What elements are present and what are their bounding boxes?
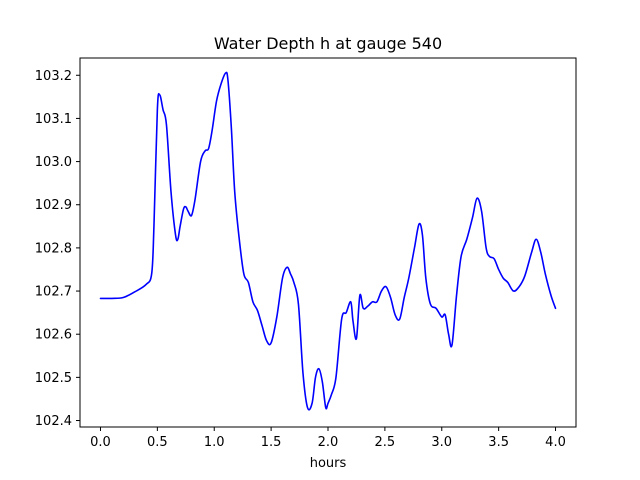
x-tick-label: 1.5 (261, 435, 282, 450)
x-axis-ticks: 0.0 0.5 1.0 1.5 2.0 2.5 3.0 3.5 4.0 (90, 427, 566, 450)
x-tick-label: 2.5 (375, 435, 396, 450)
water-depth-line (99, 71, 557, 411)
plot-frame (79, 57, 577, 428)
y-tick-label: 102.5 (35, 371, 72, 386)
y-tick-label: 102.9 (35, 198, 72, 213)
y-tick-label: 103.0 (35, 155, 72, 170)
x-tick-label: 0.5 (147, 435, 168, 450)
x-tick-label: 1.0 (204, 435, 225, 450)
y-tick-label: 102.4 (35, 414, 72, 429)
y-tick-label: 102.8 (35, 241, 72, 256)
x-tick-label: 4.0 (545, 435, 566, 450)
y-tick-label: 102.7 (35, 285, 72, 300)
chart-title: Water Depth h at gauge 540 (214, 34, 442, 53)
y-axis-ticks: 102.4 102.5 102.6 102.7 102.8 102.9 103.0 103.1… (35, 69, 80, 429)
x-tick-label: 0.0 (90, 435, 111, 450)
y-tick-label: 102.6 (35, 328, 72, 343)
x-axis-label: hours (310, 456, 347, 471)
x-tick-label: 2.0 (318, 435, 339, 450)
y-tick-label: 103.2 (35, 69, 72, 84)
x-tick-label: 3.5 (488, 435, 509, 450)
y-tick-label: 103.1 (35, 112, 72, 127)
x-tick-label: 3.0 (431, 435, 452, 450)
